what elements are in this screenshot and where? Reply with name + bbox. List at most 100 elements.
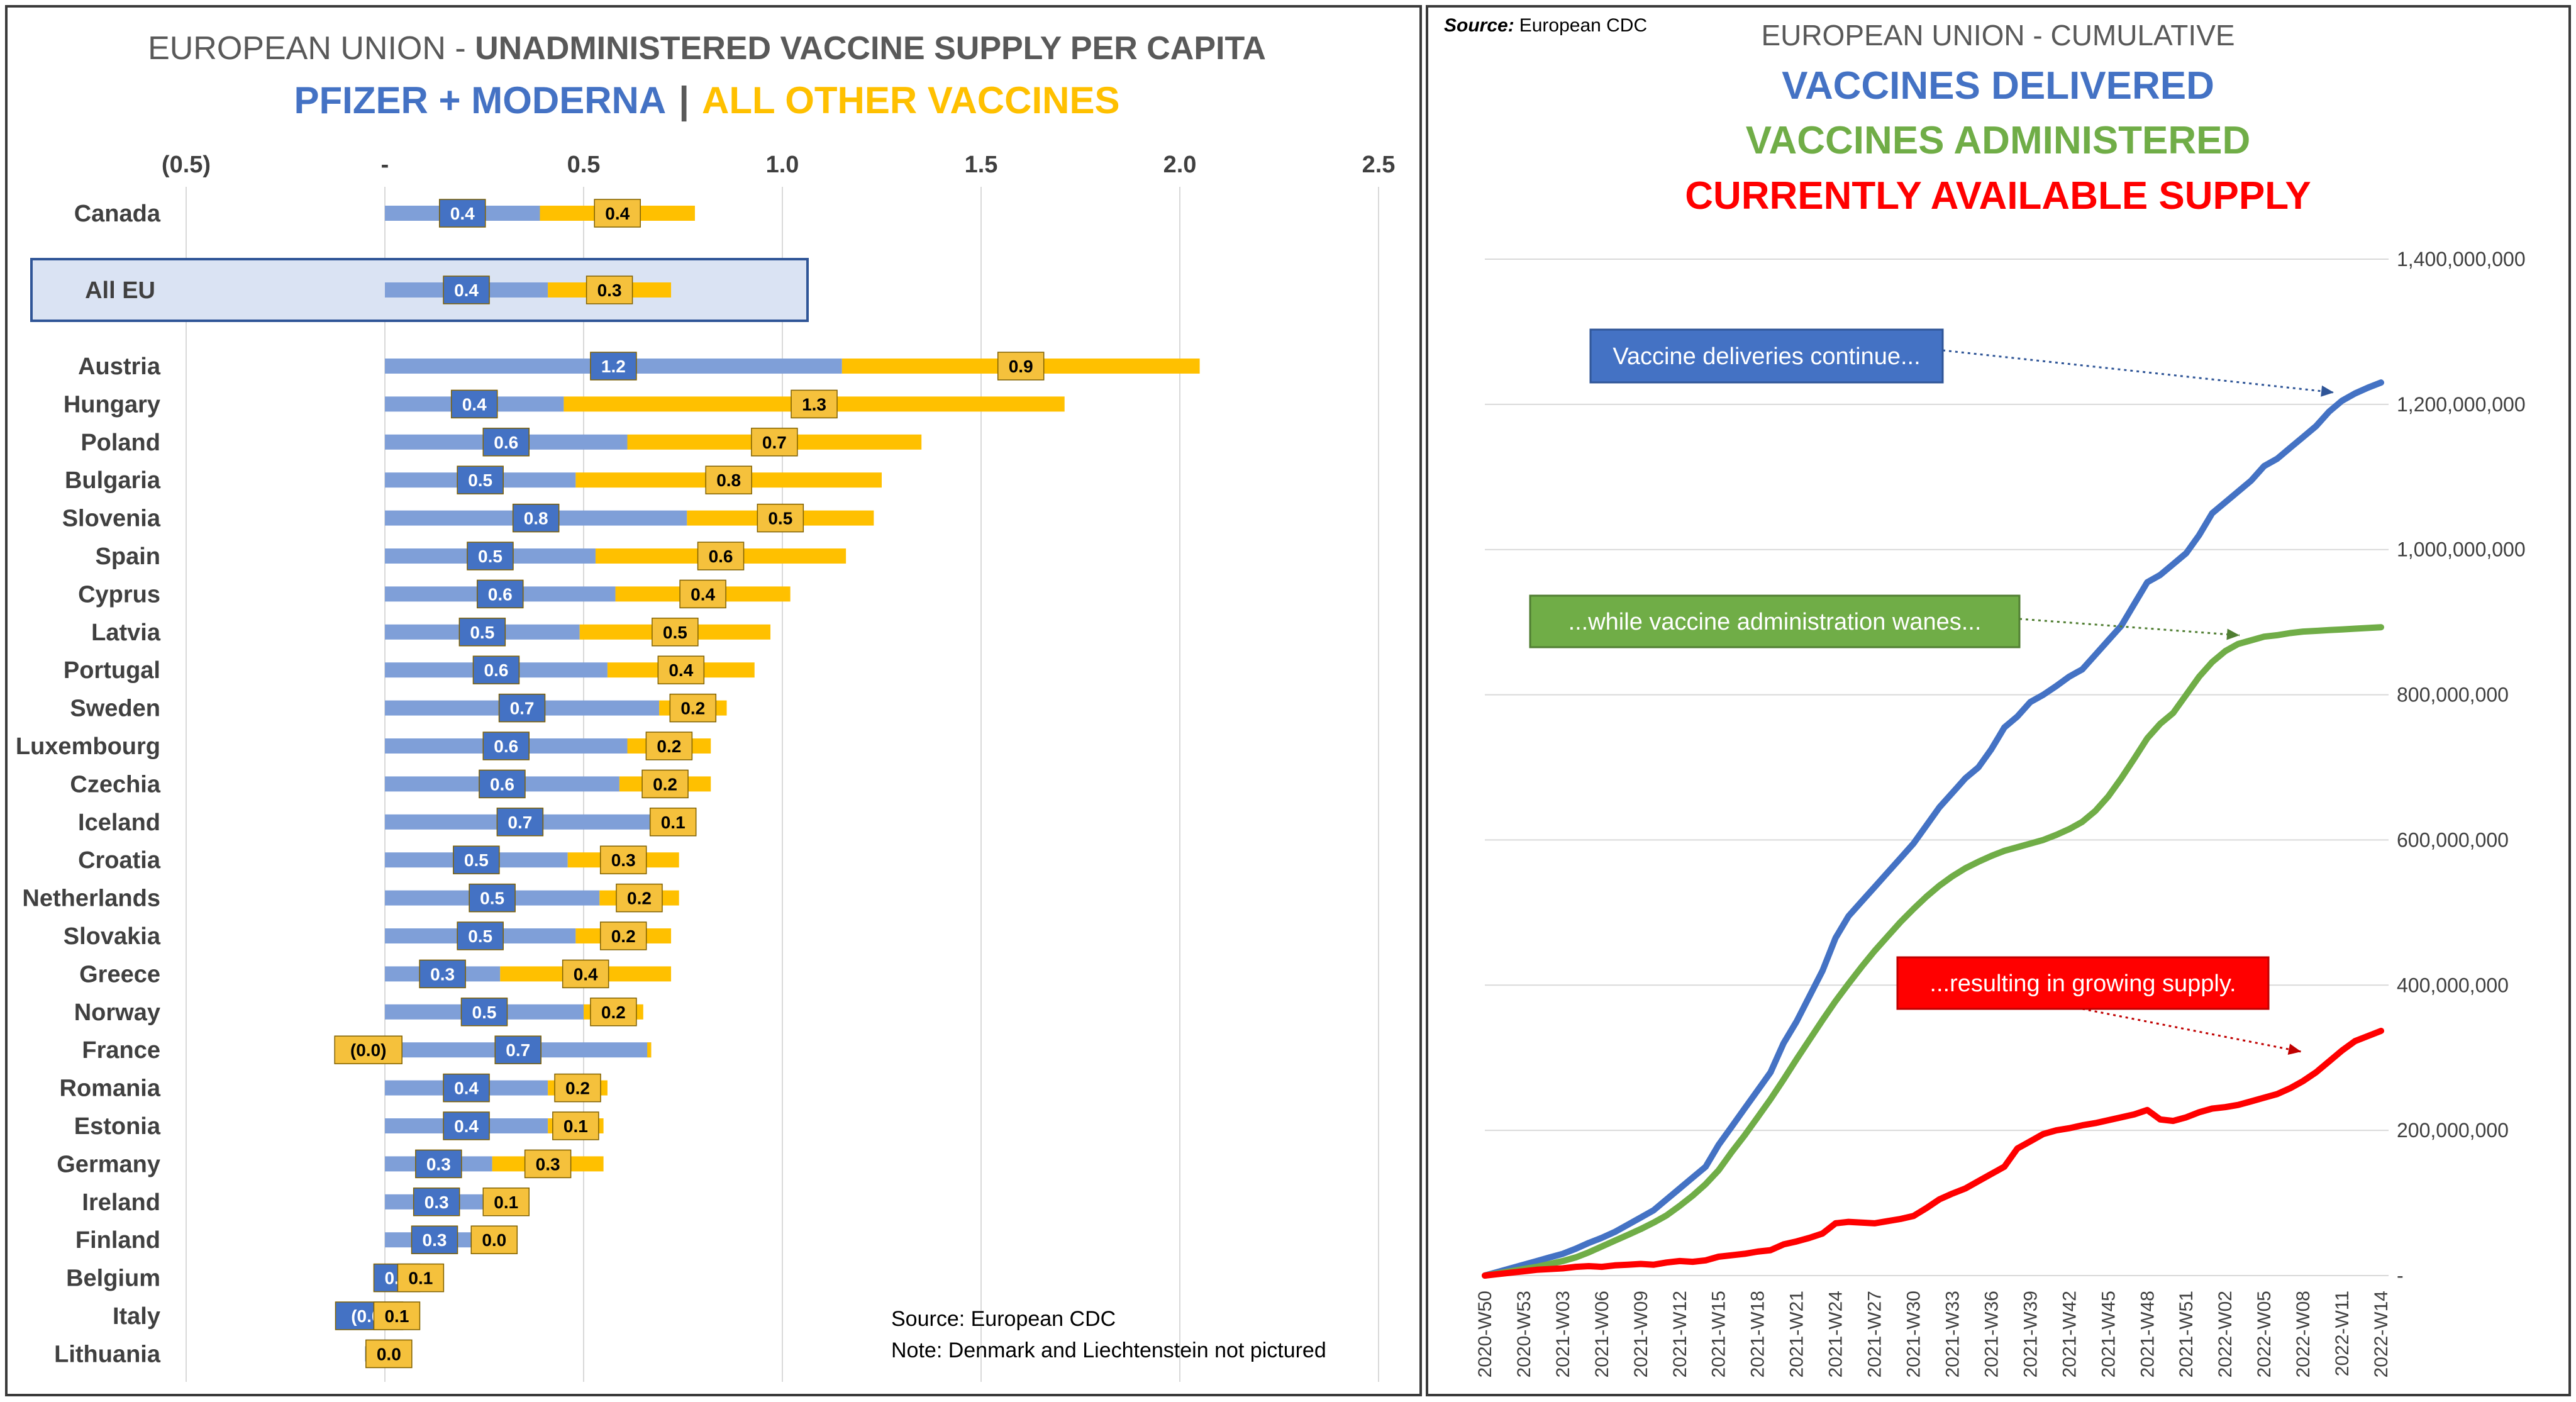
data-label-other-vaccines: 0.6: [709, 547, 733, 566]
data-label-other-vaccines-box: [997, 352, 1045, 381]
data-label-other-vaccines-box: [641, 769, 689, 799]
right-source-value: European CDC: [1519, 15, 1647, 36]
data-label-pfizer-moderna-box: [512, 503, 560, 533]
category-label: Czechia: [70, 771, 160, 798]
category-label: Spain: [96, 543, 160, 570]
x-tick-label: 2021-W39: [2020, 1291, 2041, 1377]
y-tick-label: 800,000,000: [2397, 684, 2509, 706]
category-label: All EU: [85, 277, 155, 304]
data-label-pfizer-moderna: 0.5: [480, 889, 504, 908]
data-label-pfizer-moderna: 0.3: [425, 1193, 449, 1212]
data-label-other-vaccines-box: [791, 389, 838, 419]
y-tick-label: 400,000,000: [2397, 974, 2509, 996]
title-supply: CURRENTLY AVAILABLE SUPPLY: [1685, 174, 2311, 218]
x-tick-label: 2021-W03: [1553, 1291, 1574, 1377]
data-label-pfizer-moderna: 0.4: [454, 1079, 479, 1098]
category-label: Germany: [57, 1151, 160, 1177]
x-tick-label: 2021-W42: [2059, 1291, 2080, 1377]
data-label-pfizer-moderna: 0.5: [478, 547, 502, 566]
category-label: Poland: [80, 430, 160, 456]
callout-delivered-arrow: [1942, 349, 2334, 394]
data-label-pfizer-moderna-box: [419, 959, 466, 989]
data-label-pfizer-moderna-box: [467, 542, 514, 570]
data-label-other-vaccines: 0.3: [536, 1154, 560, 1174]
category-label: France: [82, 1037, 160, 1064]
callout-administered-arrowhead: [2226, 628, 2240, 640]
line-chart-callouts: Vaccine deliveries continue... ...while v…: [1529, 328, 2334, 1055]
data-label-other-vaccines: 0.1: [494, 1193, 518, 1212]
data-label-pfizer-moderna-box: [494, 1035, 541, 1064]
data-label-other-vaccines-box: [657, 655, 705, 684]
data-label-other-vaccines: 0.4: [669, 660, 693, 680]
category-label: Slovenia: [62, 506, 161, 532]
data-label-pfizer-moderna: 0.3: [426, 1154, 451, 1174]
x-tick-label: 2022-W05: [2254, 1291, 2275, 1377]
x-tick-label: 0.5: [567, 152, 601, 178]
category-label: Latvia: [91, 620, 161, 646]
data-label-pfizer-moderna-box: [443, 1111, 490, 1140]
data-label-pfizer-moderna-box: [411, 1225, 458, 1254]
y-tick-label: -: [2397, 1264, 2404, 1287]
data-label-pfizer-moderna: 0.5: [464, 850, 489, 870]
data-label-other-vaccines: 0.7: [762, 433, 787, 452]
category-label: Estonia: [74, 1113, 161, 1140]
x-tick-label: 1.0: [766, 152, 799, 178]
data-label-other-vaccines-box: [470, 1225, 518, 1254]
data-label-other-vaccines: 0.1: [564, 1116, 588, 1136]
legend-other-vaccines: ALL OTHER VACCINES: [702, 79, 1119, 121]
x-tick-label: -: [381, 152, 389, 178]
data-label-pfizer-moderna: 0.7: [510, 699, 535, 718]
data-label-pfizer-moderna-box: [443, 1073, 490, 1103]
x-tick-label: 2021-W51: [2176, 1291, 2197, 1377]
data-label-pfizer-moderna-box: [498, 693, 546, 723]
data-label-pfizer-moderna: 0.5: [472, 1003, 497, 1022]
category-label: Luxembourg: [16, 733, 160, 760]
bar-chart-categories: Canada All EU Austria Hungary Poland Bulgaria…: [16, 201, 161, 1367]
data-label-other-vaccines-box: [365, 1339, 413, 1369]
data-label-other-vaccines-box: [599, 845, 647, 874]
x-tick-label: 2022-W02: [2215, 1291, 2236, 1377]
data-label-other-vaccines-box: [482, 1188, 530, 1216]
data-label-other-vaccines: 0.4: [605, 204, 630, 223]
data-label-other-vaccines-box: [586, 275, 633, 304]
bar-chart-x-ticks: (0.5) - 0.5 1.0 1.5 2.0 2.5: [162, 152, 1395, 178]
data-label-pfizer-moderna-box: [482, 732, 530, 760]
data-label-pfizer-moderna: 0.3: [430, 964, 455, 984]
callout-supply: ...resulting in growing supply.: [1929, 971, 2236, 997]
data-label-pfizer-moderna-box: [460, 998, 508, 1026]
line-chart-y-ticks: - 200,000,000 400,000,000 600,000,000 800,00…: [2397, 248, 2526, 1287]
x-tick-label: 2021-W09: [1631, 1291, 1652, 1377]
data-label-pfizer-moderna-box: [469, 883, 516, 913]
category-label: Croatia: [78, 847, 161, 874]
x-tick-label: 2021-W33: [1942, 1291, 1963, 1377]
legend-separator: |: [679, 79, 689, 122]
data-label-other-vaccines: 0.5: [768, 509, 792, 528]
left-title-prefix: EUROPEAN UNION -: [148, 30, 475, 67]
data-label-pfizer-moderna-box: [413, 1188, 460, 1216]
data-label-other-vaccines-box: [697, 542, 745, 570]
data-label-other-vaccines: 0.2: [565, 1079, 590, 1098]
data-label-other-vaccines: 1.3: [802, 394, 826, 414]
right-source-label: Source:: [1444, 15, 1514, 36]
category-label: Finland: [75, 1227, 160, 1254]
data-label-pfizer-moderna-box: [457, 921, 504, 950]
data-label-other-vaccines: 0.2: [680, 699, 705, 718]
line-chart-series: [1482, 379, 2384, 1279]
line-chart-svg: Source: European CDC EUROPEAN UNION - CUM…: [1444, 15, 2526, 1377]
line-available-supply: [1482, 1028, 2384, 1279]
y-tick-label: 1,400,000,000: [2397, 248, 2526, 270]
y-tick-label: 200,000,000: [2397, 1119, 2509, 1142]
x-tick-label: (0.5): [162, 152, 211, 178]
x-tick-label: 2021-W06: [1592, 1291, 1613, 1377]
data-label-pfizer-moderna: 0.6: [494, 433, 518, 452]
data-label-pfizer-moderna-box: [450, 389, 498, 419]
data-label-pfizer-moderna-box: [457, 465, 504, 494]
data-label-other-vaccines: 0.1: [661, 813, 686, 832]
data-label-pfizer-moderna: 0.8: [524, 509, 548, 528]
data-label-other-vaccines-box: [705, 465, 752, 494]
data-label-pfizer-moderna: 0.3: [423, 1230, 447, 1250]
data-label-other-vaccines: 0.2: [627, 889, 652, 908]
category-label: Canada: [74, 201, 161, 227]
data-label-pfizer-moderna: 0.4: [462, 394, 487, 414]
data-label-other-vaccines-box: [552, 1111, 599, 1140]
